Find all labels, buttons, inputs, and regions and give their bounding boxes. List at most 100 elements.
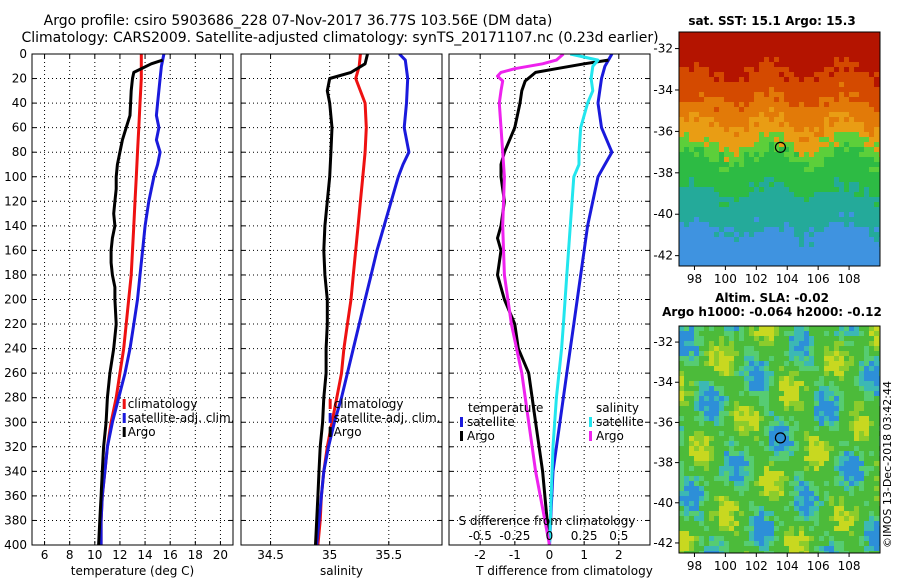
map-cell bbox=[759, 167, 765, 173]
map-cell bbox=[764, 32, 770, 38]
map-cell bbox=[699, 371, 705, 377]
map-cell bbox=[804, 212, 810, 218]
map-cell bbox=[829, 237, 835, 243]
map-cell bbox=[859, 32, 865, 38]
map-cell bbox=[679, 436, 685, 442]
map-cell bbox=[694, 471, 700, 477]
map-cell bbox=[749, 521, 755, 527]
map-cell bbox=[784, 212, 790, 218]
map-cell bbox=[794, 217, 800, 223]
map-cell bbox=[749, 376, 755, 382]
map-cell bbox=[809, 326, 815, 332]
map-cell bbox=[699, 227, 705, 233]
map-cell bbox=[784, 37, 790, 43]
map-cell bbox=[844, 242, 850, 248]
map-cell bbox=[679, 237, 685, 243]
map-cell bbox=[824, 257, 830, 263]
map-cell bbox=[764, 192, 770, 198]
map-cell bbox=[799, 461, 805, 467]
map-cell bbox=[844, 501, 850, 507]
map-cell bbox=[819, 82, 825, 88]
map-cell bbox=[714, 82, 720, 88]
map-cell bbox=[829, 421, 835, 427]
map-cell bbox=[809, 501, 815, 507]
map-cell bbox=[784, 147, 790, 153]
map-cell bbox=[794, 212, 800, 218]
map-cell bbox=[764, 451, 770, 457]
map-cell bbox=[729, 361, 735, 367]
map-cell bbox=[684, 222, 690, 228]
map-cell bbox=[714, 227, 720, 233]
map-cell bbox=[814, 82, 820, 88]
map-cell bbox=[854, 476, 860, 482]
map-cell bbox=[804, 222, 810, 228]
map-cell bbox=[749, 212, 755, 218]
map-cell bbox=[734, 381, 740, 387]
map-cell bbox=[784, 331, 790, 337]
map-cell bbox=[874, 112, 880, 118]
map-cell bbox=[874, 436, 880, 442]
map-cell bbox=[869, 376, 875, 382]
map-cell bbox=[749, 391, 755, 397]
map-cell bbox=[774, 511, 780, 517]
map-y-tick-label: -38 bbox=[653, 456, 673, 470]
map-cell bbox=[839, 356, 845, 362]
map-cell bbox=[849, 546, 855, 552]
map-cell bbox=[704, 152, 710, 158]
map-cell bbox=[744, 62, 750, 68]
map-cell bbox=[804, 406, 810, 412]
map-cell bbox=[679, 162, 685, 168]
map-cell bbox=[709, 531, 715, 537]
map-cell bbox=[759, 92, 765, 98]
map-cell bbox=[714, 107, 720, 113]
map-cell bbox=[729, 247, 735, 253]
map-cell bbox=[844, 491, 850, 497]
map-cell bbox=[784, 471, 790, 477]
map-cell bbox=[734, 57, 740, 63]
map-cell bbox=[744, 217, 750, 223]
map-cell bbox=[874, 381, 880, 387]
map-cell bbox=[699, 436, 705, 442]
map-cell bbox=[769, 481, 775, 487]
map-cell bbox=[819, 506, 825, 512]
map-cell bbox=[764, 406, 770, 412]
map-cell bbox=[819, 391, 825, 397]
map-cell bbox=[684, 511, 690, 517]
map-cell bbox=[764, 501, 770, 507]
map-cell bbox=[859, 466, 865, 472]
map-cell bbox=[819, 326, 825, 332]
map-cell bbox=[684, 92, 690, 98]
map-cell bbox=[709, 47, 715, 53]
map-cell bbox=[794, 536, 800, 542]
map-cell bbox=[794, 451, 800, 457]
map-cell bbox=[734, 461, 740, 467]
map-cell bbox=[729, 341, 735, 347]
map-cell bbox=[734, 252, 740, 258]
map-cell bbox=[679, 222, 685, 228]
map-cell bbox=[839, 62, 845, 68]
map-cell bbox=[744, 47, 750, 53]
map-cell bbox=[869, 551, 875, 554]
map-cell bbox=[709, 227, 715, 233]
map-cell bbox=[684, 57, 690, 63]
map-cell bbox=[784, 376, 790, 382]
map-cell bbox=[719, 436, 725, 442]
map-cell bbox=[789, 341, 795, 347]
map-cell bbox=[789, 501, 795, 507]
map-cell bbox=[789, 202, 795, 208]
map-cell bbox=[739, 376, 745, 382]
map-cell bbox=[729, 481, 735, 487]
map-cell bbox=[864, 67, 870, 73]
map-cell bbox=[844, 137, 850, 143]
map-cell bbox=[819, 132, 825, 138]
map-cell bbox=[709, 217, 715, 223]
map-cell bbox=[709, 67, 715, 73]
map-cell bbox=[814, 406, 820, 412]
map-cell bbox=[739, 356, 745, 362]
map-cell bbox=[679, 57, 685, 63]
map-cell bbox=[834, 481, 840, 487]
map-cell bbox=[819, 531, 825, 537]
map-cell bbox=[819, 112, 825, 118]
map-cell bbox=[789, 102, 795, 108]
map-cell bbox=[744, 202, 750, 208]
